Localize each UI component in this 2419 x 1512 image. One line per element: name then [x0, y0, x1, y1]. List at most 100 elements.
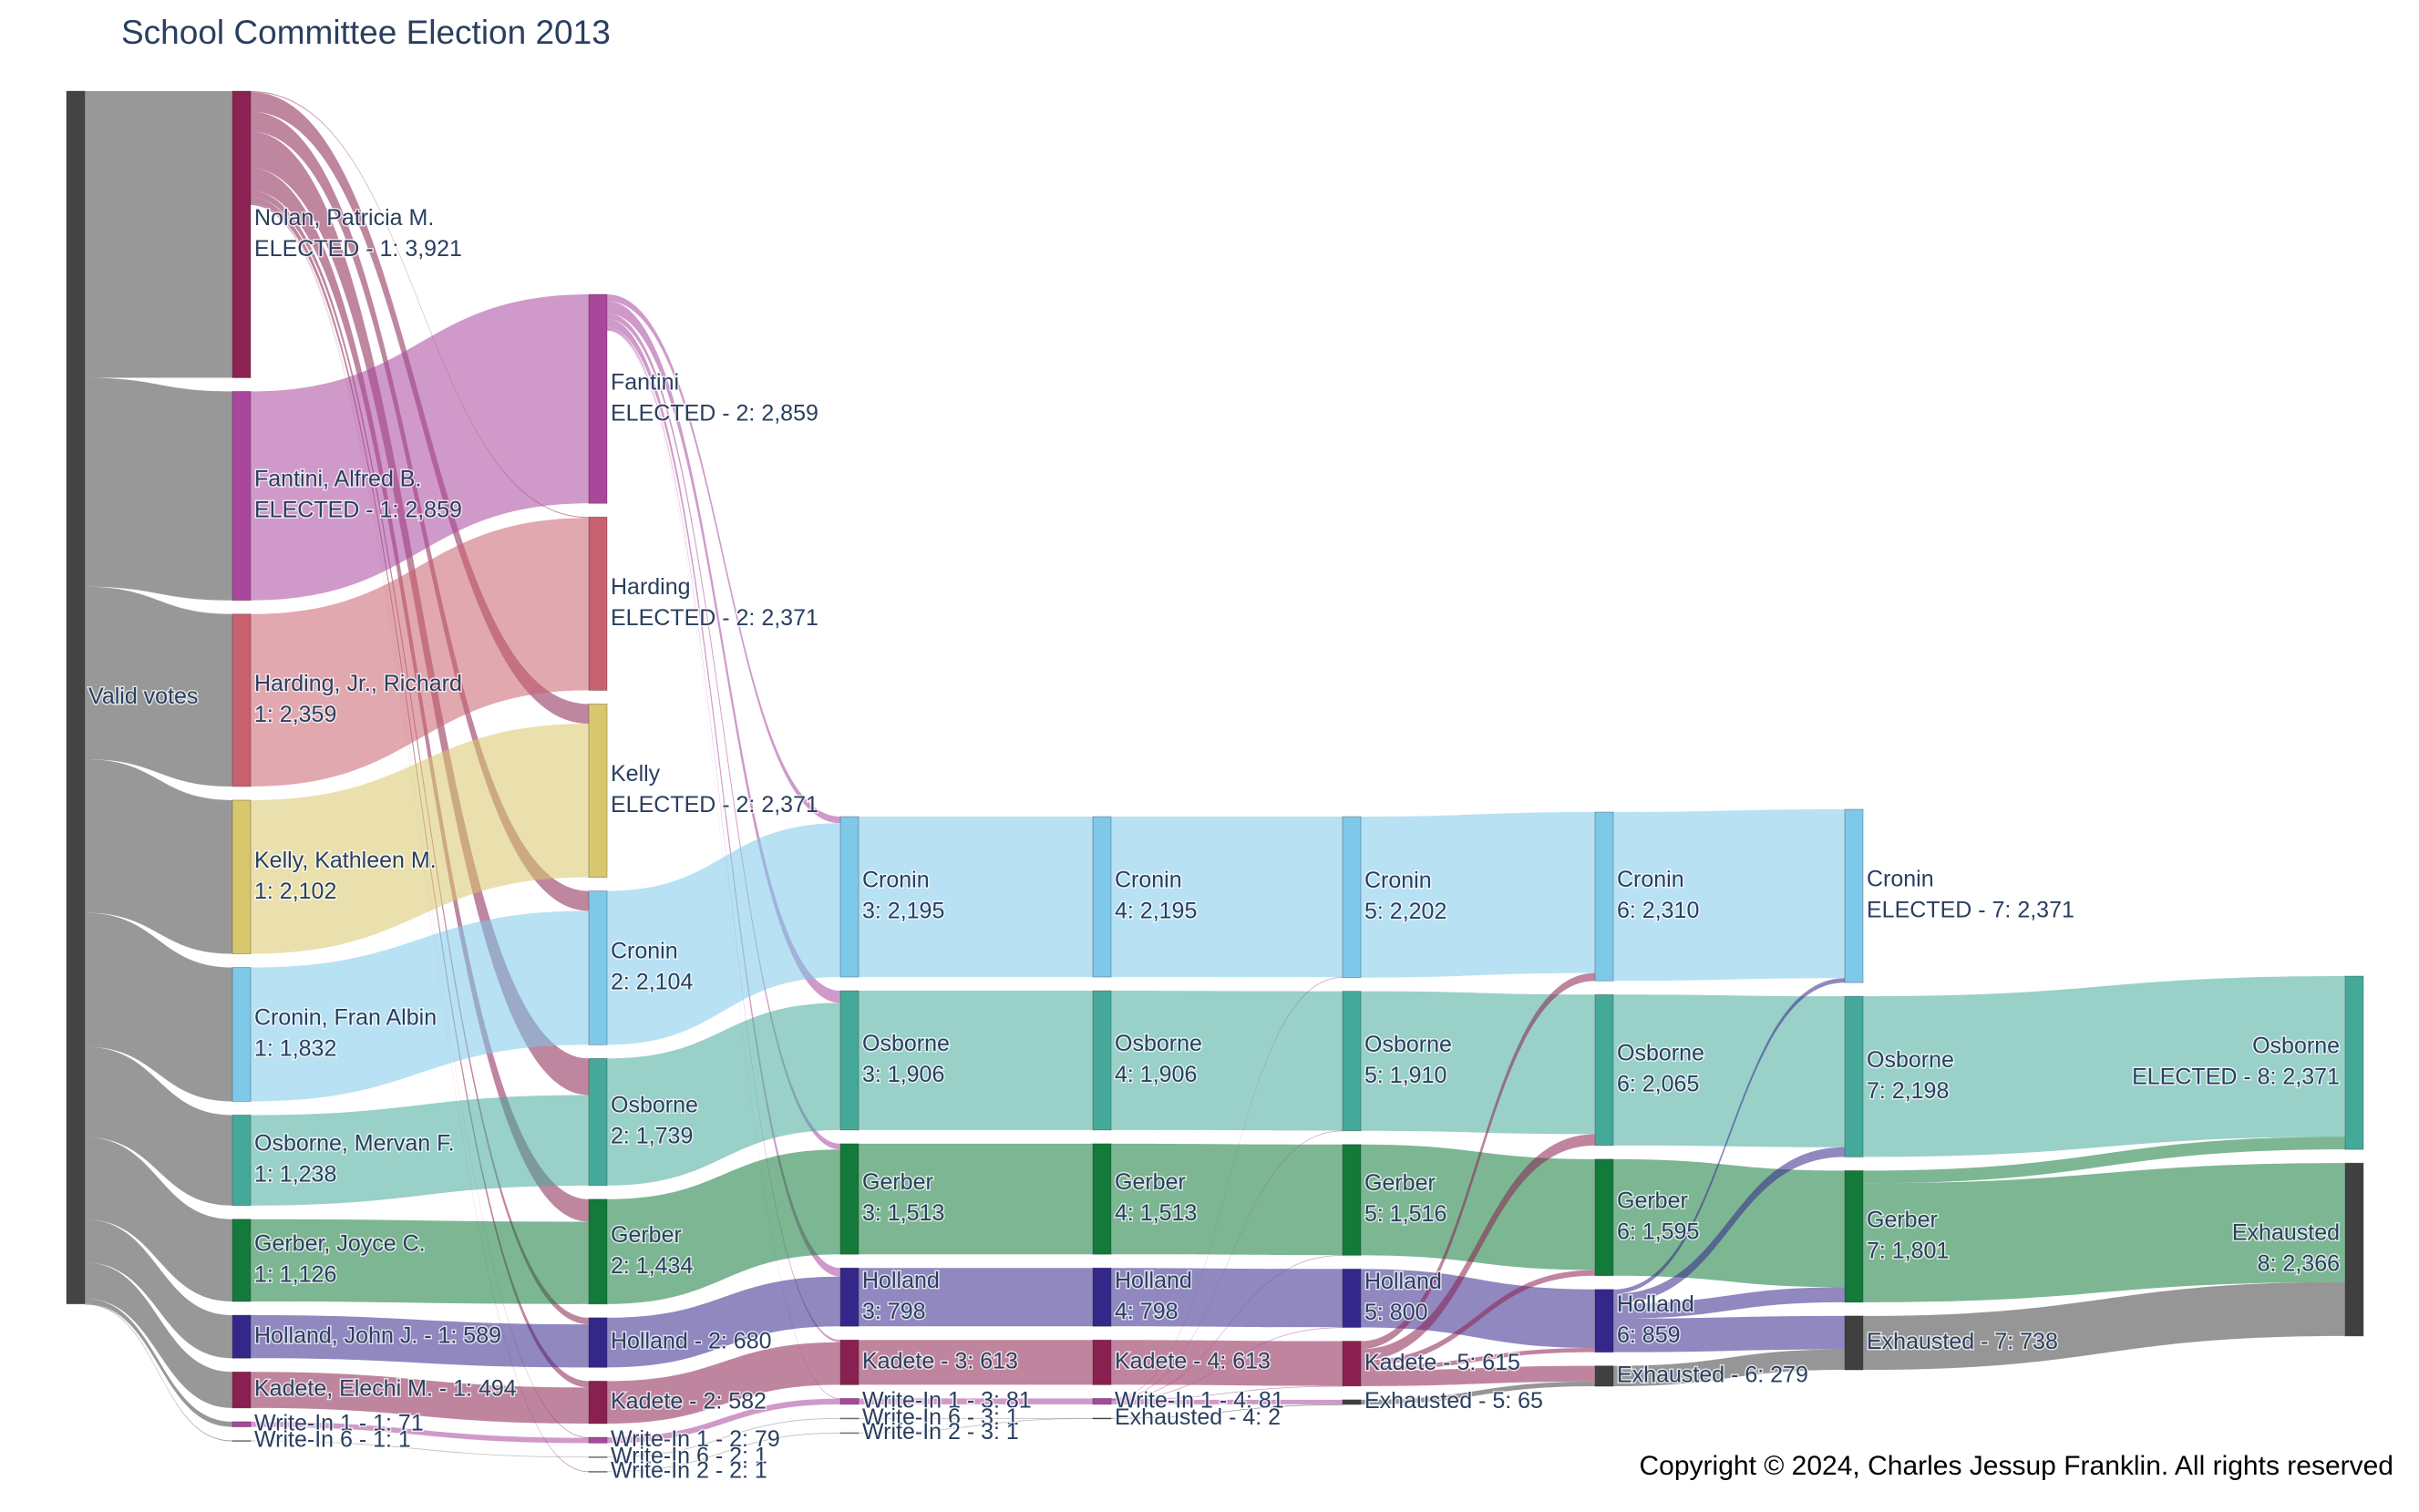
node	[232, 799, 252, 954]
link	[1361, 1134, 1595, 1361]
node-label: 2: 2,104	[611, 970, 693, 995]
node-label: Cronin	[1115, 868, 1182, 893]
node-label: 1: 2,359	[254, 702, 336, 727]
node-label: 5: 800	[1364, 1300, 1428, 1325]
link	[607, 327, 840, 1342]
node	[1594, 1289, 1614, 1353]
node-label: 4: 2,195	[1115, 899, 1197, 924]
node-label: Osborne, Mervan F.	[254, 1131, 455, 1157]
link	[607, 294, 840, 824]
link	[859, 991, 1093, 1130]
node-label: ELECTED - 2: 2,859	[611, 400, 818, 426]
node-label: Write-In 6 - 3: 1	[862, 1404, 1019, 1430]
node	[1092, 1143, 1112, 1255]
link	[85, 758, 232, 954]
node	[1092, 990, 1112, 1131]
link	[607, 1003, 840, 1186]
node	[1092, 1417, 1112, 1420]
link	[251, 1315, 589, 1368]
node-label: Kadete - 4: 613	[1115, 1348, 1271, 1373]
node	[232, 967, 252, 1102]
node-label: 7: 2,198	[1867, 1078, 1949, 1104]
node-label: 3: 1,906	[862, 1062, 944, 1087]
node	[1844, 1170, 1864, 1303]
node	[1342, 991, 1362, 1132]
node-label: Exhausted	[2232, 1220, 2340, 1246]
node-label: Kadete, Elechi M. - 1: 494	[254, 1376, 517, 1402]
node-label: 6: 2,065	[1617, 1072, 1699, 1097]
link	[1111, 1340, 1343, 1386]
link	[1111, 817, 1343, 978]
node-label: Exhausted - 5: 65	[1364, 1388, 1543, 1414]
node-label: Holland, John J. - 1: 589	[254, 1322, 501, 1348]
node-label: Cronin	[1617, 867, 1684, 892]
link	[607, 823, 840, 1045]
node-label: Write-In 6 - 2: 1	[611, 1443, 767, 1468]
link	[859, 817, 1093, 978]
node-label: Write-In 1 - 2: 79	[611, 1426, 780, 1452]
link	[1361, 1144, 1595, 1270]
node	[232, 1371, 252, 1409]
link	[85, 377, 232, 601]
link	[859, 1340, 1093, 1385]
node-label: 1: 1,832	[254, 1036, 336, 1062]
link	[251, 91, 589, 519]
node-label: ELECTED - 2: 2,371	[611, 605, 818, 631]
link	[859, 1398, 1093, 1404]
link	[1361, 812, 1595, 978]
node	[66, 90, 86, 1305]
link	[1111, 1130, 1343, 1400]
node	[232, 90, 252, 378]
node-label: 3: 1,513	[862, 1200, 944, 1226]
link	[1111, 1399, 1343, 1404]
node	[232, 1314, 252, 1359]
node	[588, 1198, 608, 1305]
node-label: 1: 1,126	[254, 1262, 336, 1288]
link	[251, 294, 589, 601]
node-label: Write-In 1 - 3: 81	[862, 1387, 1032, 1413]
node-label: Exhausted - 4: 2	[1115, 1404, 1281, 1430]
node-label: Kadete - 2: 582	[611, 1388, 767, 1414]
node	[1092, 1398, 1112, 1405]
node	[1342, 1341, 1362, 1387]
link	[607, 313, 840, 1150]
link	[1361, 972, 1595, 1350]
link	[85, 1262, 232, 1408]
node	[588, 1436, 608, 1444]
node	[588, 293, 608, 504]
node	[1594, 811, 1614, 982]
node-label: Write-In 1 - 4: 81	[1115, 1387, 1284, 1413]
node-label: ELECTED - 2: 2,371	[611, 792, 818, 818]
node-label: ELECTED - 8: 2,371	[2132, 1065, 2340, 1090]
node-label: Cronin	[1364, 868, 1432, 893]
node-label: Fantini, Alfred B.	[254, 467, 421, 492]
node	[588, 1380, 608, 1425]
node	[1594, 1158, 1614, 1277]
node-label: Gerber	[1617, 1188, 1688, 1213]
node	[839, 1432, 860, 1435]
link	[251, 724, 589, 954]
link	[251, 1095, 589, 1206]
link	[1111, 977, 1343, 1400]
link	[1111, 1255, 1343, 1401]
node-label: ELECTED - 7: 2,371	[1867, 898, 2074, 923]
link	[1361, 1347, 1595, 1371]
node	[1092, 1267, 1112, 1327]
link	[607, 1276, 840, 1368]
link	[607, 301, 840, 1003]
links	[85, 91, 2345, 1473]
link	[607, 1417, 840, 1458]
node-label: 7: 1,801	[1867, 1238, 1949, 1263]
node-label: Holland	[862, 1268, 940, 1293]
node-label: Cronin	[862, 868, 930, 893]
link	[85, 1298, 232, 1427]
link	[1863, 1137, 2345, 1184]
node	[1594, 1365, 1614, 1387]
link	[85, 1137, 232, 1302]
node	[588, 704, 608, 879]
node-label: Holland	[1364, 1269, 1442, 1294]
link	[251, 190, 589, 1325]
node	[2344, 975, 2364, 1150]
node-label: Cronin	[611, 939, 678, 964]
